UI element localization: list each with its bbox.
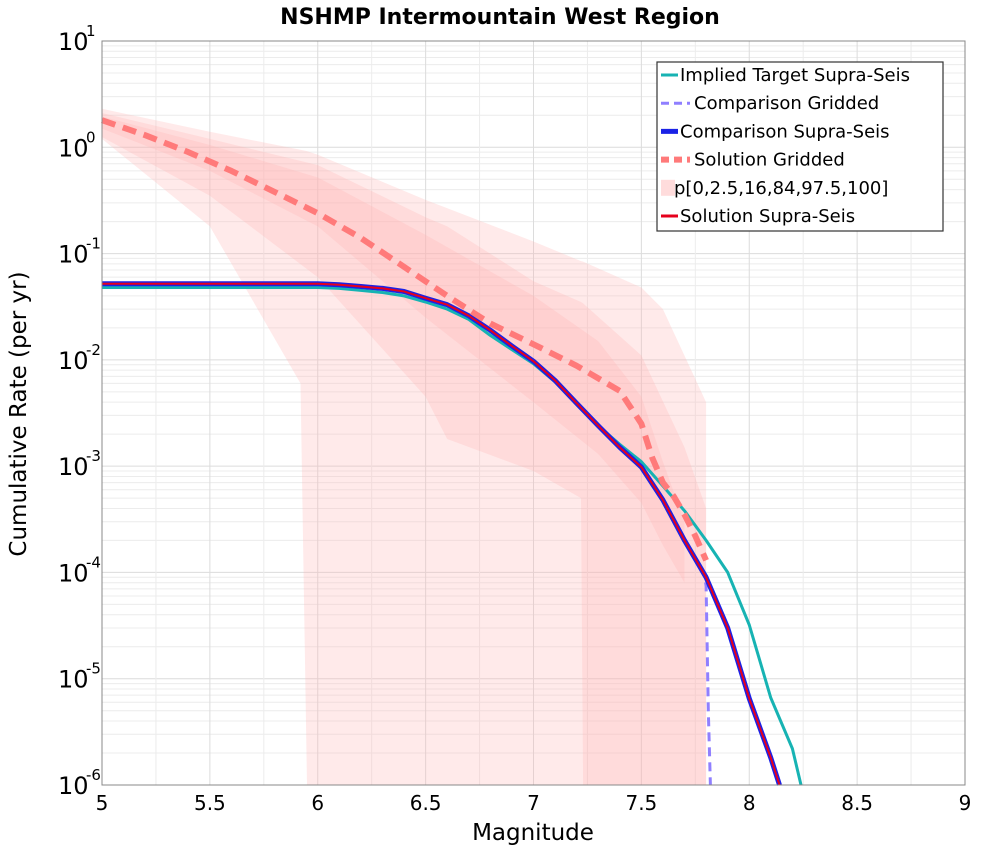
- y-tick-exponent: -6: [86, 766, 101, 784]
- y-tick-base: 10: [58, 134, 89, 162]
- y-tick-base: 10: [58, 772, 89, 800]
- y-tick-label: 10-4: [58, 553, 101, 587]
- y-tick-exponent: -2: [86, 341, 101, 359]
- band-16-84: [102, 116, 685, 583]
- grid: [101, 40, 966, 786]
- x-tick-labels: 5 5.5 6 6.5 7 7.5 8 8.5 9: [96, 791, 972, 815]
- y-tick-exponent: 1: [86, 22, 96, 40]
- y-tick-base: 10: [58, 28, 89, 56]
- y-tick-label: 10-6: [58, 766, 101, 800]
- chart-title: NSHMP Intermountain West Region: [280, 5, 720, 30]
- y-tick-exponent: -3: [86, 447, 101, 465]
- y-tick-exponent: 0: [86, 128, 96, 146]
- legend-entry: p[0,2.5,16,84,97.5,100]: [661, 178, 888, 199]
- band-0-100: [102, 108, 707, 786]
- legend-entry: Comparison Supra-Seis: [661, 121, 890, 142]
- x-tick-label: 9: [959, 791, 972, 815]
- y-tick-base: 10: [58, 666, 89, 694]
- x-tick-label: 8: [743, 791, 756, 815]
- legend-label: Solution Gridded: [694, 150, 845, 171]
- legend-label: Comparison Gridded: [694, 93, 879, 114]
- y-tick-base: 10: [58, 559, 89, 587]
- legend-box: [656, 61, 944, 232]
- legend-entry: Solution Gridded: [661, 150, 845, 171]
- legend-swatch: [661, 179, 675, 196]
- percentile-bands: [102, 108, 707, 786]
- y-tick-label: 10-1: [58, 235, 101, 269]
- y-tick-base: 10: [58, 453, 89, 481]
- y-tick-base: 10: [58, 241, 89, 269]
- y-tick-base: 10: [58, 347, 89, 375]
- legend: Implied Target Supra-Seis Comparison Grid…: [656, 61, 944, 232]
- y-tick-exponent: -1: [86, 235, 101, 253]
- legend-label: Implied Target Supra-Seis: [680, 65, 910, 86]
- y-tick-label: 101: [58, 22, 96, 56]
- legend-entry: Implied Target Supra-Seis: [661, 65, 910, 86]
- series-lines: [101, 117, 803, 786]
- series-line-solution-supra-seis: [102, 282, 781, 786]
- y-tick-exponent: -4: [86, 553, 101, 571]
- y-tick-label: 10-5: [58, 660, 101, 694]
- x-axis-label: Magnitude: [472, 820, 594, 846]
- legend-label: Solution Supra-Seis: [680, 206, 855, 227]
- x-tick-label: 7: [527, 791, 540, 815]
- y-tick-label: 100: [58, 128, 96, 162]
- y-axis-label: Cumulative Rate (per yr): [6, 271, 32, 556]
- x-tick-label: 6: [311, 791, 324, 815]
- x-tick-label: 8.5: [841, 791, 873, 815]
- x-tick-label: 5.5: [194, 791, 226, 815]
- plot-frame: [101, 40, 966, 786]
- y-tick-label: 10-2: [58, 341, 101, 375]
- y-tick-exponent: -5: [86, 660, 101, 678]
- legend-entry: Solution Supra-Seis: [661, 206, 855, 227]
- legend-label: p[0,2.5,16,84,97.5,100]: [674, 178, 888, 199]
- band-2.5-97.5: [102, 113, 707, 785]
- x-tick-label: 7.5: [625, 791, 657, 815]
- legend-entry: Comparison Gridded: [661, 93, 879, 114]
- legend-label: Comparison Supra-Seis: [680, 121, 890, 142]
- y-tick-label: 10-3: [58, 447, 101, 481]
- series-line-solution-gridded: [101, 117, 709, 562]
- x-tick-label: 5: [96, 791, 109, 815]
- x-tick-label: 6.5: [410, 791, 442, 815]
